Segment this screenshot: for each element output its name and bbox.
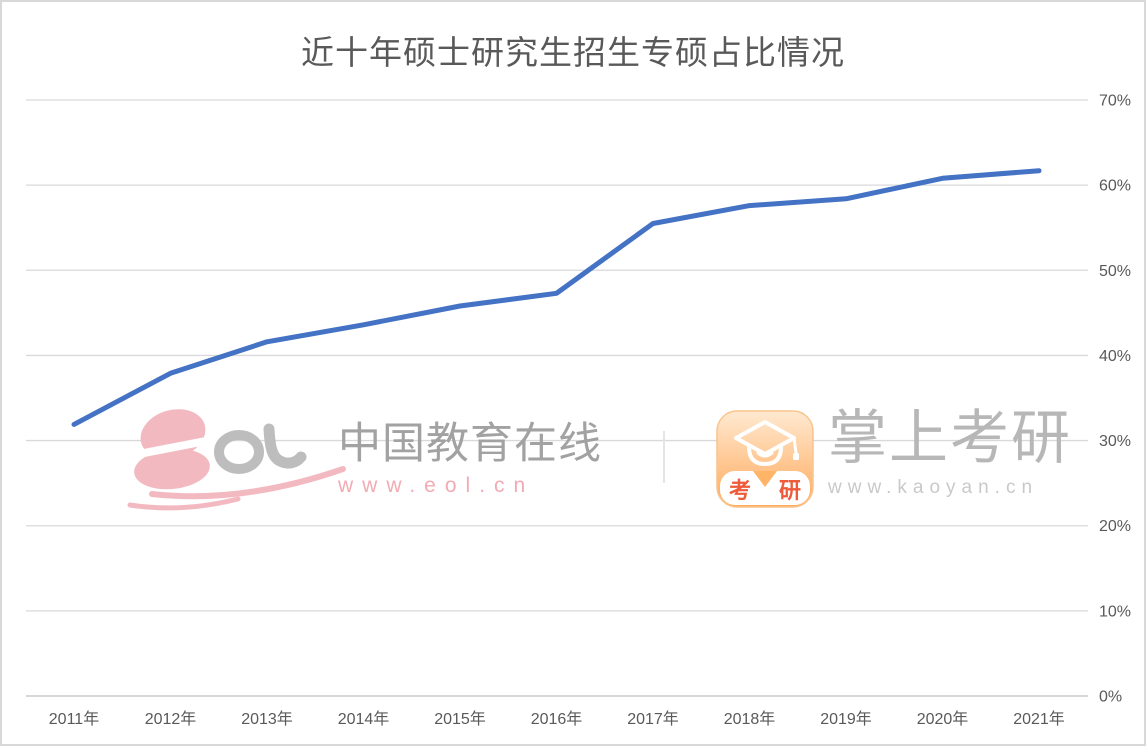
x-axis-tick-label: 2017年 bbox=[627, 710, 679, 728]
y-axis-tick-label: 50% bbox=[1099, 263, 1131, 280]
x-axis-tick-label: 2015年 bbox=[434, 710, 486, 728]
data-line-series bbox=[71, 168, 1042, 427]
x-axis-tick-label: 2012年 bbox=[145, 710, 197, 728]
y-axis-tick-label: 20% bbox=[1099, 518, 1131, 535]
y-axis-tick-label: 30% bbox=[1099, 433, 1131, 450]
x-axis-tick-label: 2021年 bbox=[1013, 710, 1065, 728]
y-axis-tick-label: 70% bbox=[1099, 93, 1131, 110]
x-axis-tick-label: 2013年 bbox=[241, 710, 293, 728]
y-axis-tick-label: 10% bbox=[1099, 603, 1131, 620]
y-axis-tick-label: 60% bbox=[1099, 178, 1131, 195]
x-axis-tick-label: 2019年 bbox=[820, 710, 872, 728]
chart-title: 近十年硕士研究生招生专硕占比情况 bbox=[301, 34, 845, 71]
x-axis-tick-label: 2011年 bbox=[49, 710, 99, 728]
x-axis-tick-label: 2016年 bbox=[531, 710, 583, 728]
x-axis-tick-label: 2020年 bbox=[917, 710, 969, 728]
y-axis-tick-label: 0% bbox=[1099, 689, 1122, 706]
y-axis-tick-label: 40% bbox=[1099, 348, 1131, 365]
x-axis-tick-label: 2018年 bbox=[724, 710, 776, 728]
x-axis-tick-label: 2014年 bbox=[338, 710, 390, 728]
